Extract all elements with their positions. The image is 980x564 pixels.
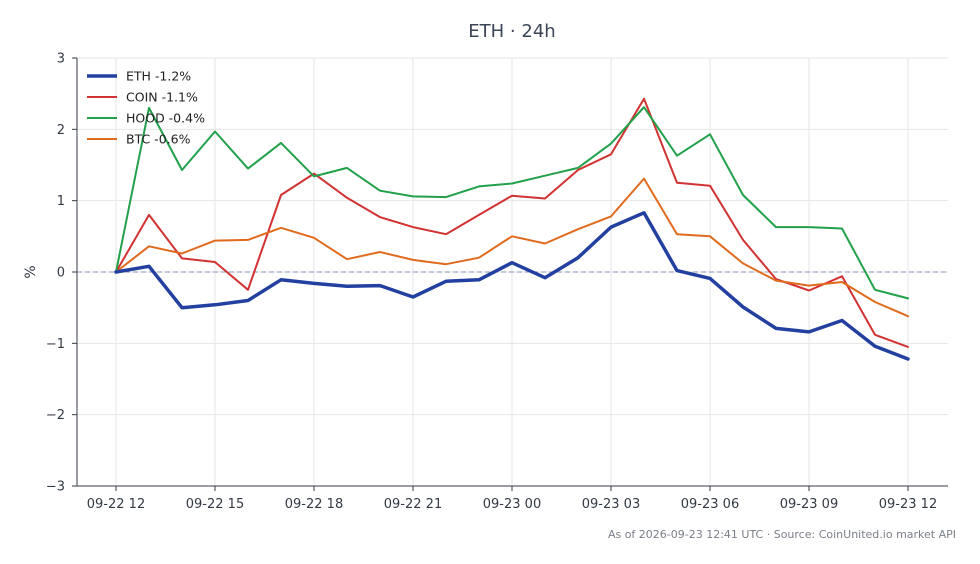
legend: ETH -1.2% COIN -1.1% HOOD -0.4% BTC -0.6% [87,69,205,147]
y-tick-label: 2 [57,123,65,138]
series-line-coin [115,97,909,348]
series-line-btc [115,177,909,318]
source-footnote: As of 2026-09-23 12:41 UTC · Source: Coi… [608,528,956,541]
y-tick-label: 0 [57,266,65,281]
grid-lines [77,57,948,487]
x-tick-label: 09-22 18 [285,497,343,512]
y-axis-label: % [23,265,39,278]
x-tick-label: 09-22 15 [186,497,244,512]
y-tick-label: −1 [46,337,65,352]
y-tick-label: −3 [46,480,65,495]
x-tick-label: 09-23 03 [582,497,640,512]
x-tick-label: 09-22 12 [87,497,145,512]
axes: 3 2 1 0 −1 −2 −3 09-22 12 09-22 15 09-22 18 09-22 … [46,52,948,512]
legend-label-btc: BTC -0.6% [126,132,191,147]
series-lines [114,97,910,361]
x-tick-label: 09-22 21 [384,497,442,512]
x-tick-label: 09-23 00 [483,497,541,512]
legend-label-eth: ETH -1.2% [126,69,191,84]
chart-title: ETH · 24h [468,21,555,42]
series-line-hood [115,106,909,300]
x-tick-label: 09-23 09 [780,497,838,512]
y-tick-label: 1 [57,194,65,209]
y-tick-label: −2 [46,408,65,423]
x-tick-label: 09-23 12 [879,497,937,512]
y-tick-label: 3 [57,52,65,67]
x-tick-label: 09-23 06 [681,497,739,512]
legend-label-hood: HOOD -0.4% [126,111,205,126]
series-line-eth [114,211,910,361]
legend-label-coin: COIN -1.1% [126,90,198,105]
